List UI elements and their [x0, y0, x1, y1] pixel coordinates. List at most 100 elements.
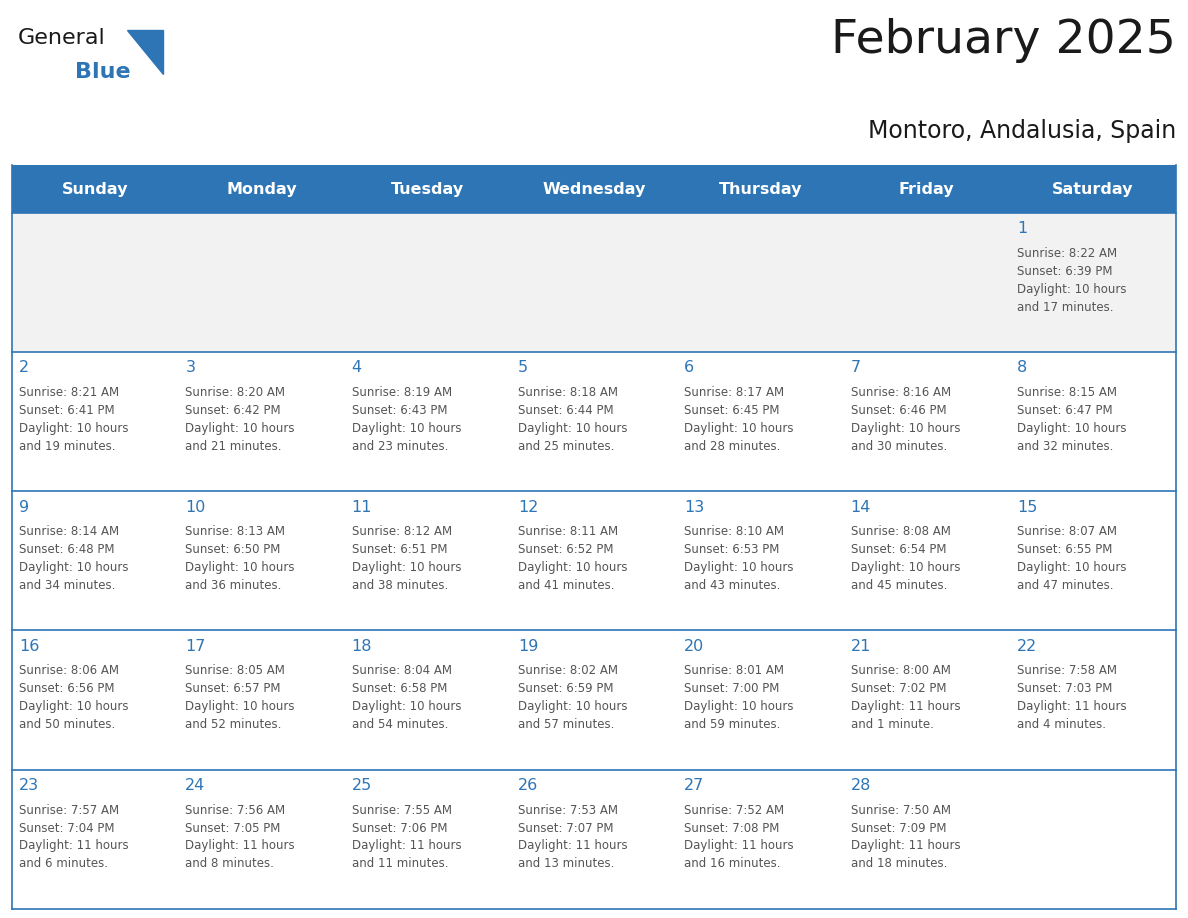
Text: Daylight: 10 hours: Daylight: 10 hours: [1017, 561, 1126, 574]
Text: Sunrise: 8:14 AM: Sunrise: 8:14 AM: [19, 525, 119, 538]
Text: and 17 minutes.: and 17 minutes.: [1017, 301, 1113, 314]
Text: and 23 minutes.: and 23 minutes.: [352, 440, 448, 453]
Text: Sunset: 7:05 PM: Sunset: 7:05 PM: [185, 822, 280, 834]
Text: 7: 7: [851, 361, 861, 375]
Text: 2: 2: [19, 361, 30, 375]
Text: and 25 minutes.: and 25 minutes.: [518, 440, 614, 453]
Text: Sunset: 7:07 PM: Sunset: 7:07 PM: [518, 822, 613, 834]
Text: Daylight: 10 hours: Daylight: 10 hours: [352, 561, 461, 574]
Text: Daylight: 11 hours: Daylight: 11 hours: [185, 839, 295, 853]
Text: 10: 10: [185, 499, 206, 515]
Text: 13: 13: [684, 499, 704, 515]
Text: Daylight: 11 hours: Daylight: 11 hours: [851, 700, 960, 713]
Text: 14: 14: [851, 499, 871, 515]
Text: Sunset: 6:43 PM: Sunset: 6:43 PM: [352, 404, 447, 417]
Text: 3: 3: [185, 361, 195, 375]
Text: Sunrise: 8:11 AM: Sunrise: 8:11 AM: [518, 525, 618, 538]
Text: Sunset: 6:55 PM: Sunset: 6:55 PM: [1017, 543, 1112, 556]
Text: Sunset: 7:08 PM: Sunset: 7:08 PM: [684, 822, 779, 834]
Text: 6: 6: [684, 361, 695, 375]
Text: Sunset: 6:46 PM: Sunset: 6:46 PM: [851, 404, 946, 417]
Text: Sunrise: 8:04 AM: Sunrise: 8:04 AM: [352, 665, 451, 677]
Text: Sunrise: 8:21 AM: Sunrise: 8:21 AM: [19, 386, 119, 399]
Text: Sunset: 6:50 PM: Sunset: 6:50 PM: [185, 543, 280, 556]
Text: Daylight: 10 hours: Daylight: 10 hours: [19, 700, 128, 713]
Text: and 32 minutes.: and 32 minutes.: [1017, 440, 1113, 453]
Text: Sunrise: 8:01 AM: Sunrise: 8:01 AM: [684, 665, 784, 677]
Text: Sunrise: 8:17 AM: Sunrise: 8:17 AM: [684, 386, 784, 399]
Text: 19: 19: [518, 639, 538, 654]
Text: Sunrise: 8:00 AM: Sunrise: 8:00 AM: [851, 665, 950, 677]
Text: Sunset: 6:58 PM: Sunset: 6:58 PM: [352, 682, 447, 695]
Text: Daylight: 10 hours: Daylight: 10 hours: [684, 700, 794, 713]
Text: and 30 minutes.: and 30 minutes.: [851, 440, 947, 453]
Text: Daylight: 11 hours: Daylight: 11 hours: [352, 839, 461, 853]
Text: Sunrise: 7:56 AM: Sunrise: 7:56 AM: [185, 803, 285, 817]
Text: Sunset: 6:51 PM: Sunset: 6:51 PM: [352, 543, 447, 556]
Text: Sunset: 6:44 PM: Sunset: 6:44 PM: [518, 404, 613, 417]
Text: 9: 9: [19, 499, 30, 515]
Text: and 36 minutes.: and 36 minutes.: [185, 579, 282, 592]
Text: and 41 minutes.: and 41 minutes.: [518, 579, 614, 592]
Text: and 18 minutes.: and 18 minutes.: [851, 857, 947, 870]
Text: Daylight: 10 hours: Daylight: 10 hours: [185, 700, 295, 713]
Text: 5: 5: [518, 361, 529, 375]
Text: Daylight: 10 hours: Daylight: 10 hours: [851, 422, 960, 435]
Text: Daylight: 10 hours: Daylight: 10 hours: [518, 700, 627, 713]
Text: Blue: Blue: [75, 62, 131, 83]
Text: 22: 22: [1017, 639, 1037, 654]
Text: 17: 17: [185, 639, 206, 654]
Text: Sunset: 6:47 PM: Sunset: 6:47 PM: [1017, 404, 1112, 417]
Text: 25: 25: [352, 778, 372, 793]
Text: and 47 minutes.: and 47 minutes.: [1017, 579, 1113, 592]
Bar: [12, 353, 1176, 491]
Text: Sunrise: 8:18 AM: Sunrise: 8:18 AM: [518, 386, 618, 399]
Text: and 52 minutes.: and 52 minutes.: [185, 718, 282, 731]
Text: Daylight: 10 hours: Daylight: 10 hours: [518, 422, 627, 435]
Text: Daylight: 11 hours: Daylight: 11 hours: [1017, 700, 1126, 713]
Text: 28: 28: [851, 778, 871, 793]
Text: 11: 11: [352, 499, 372, 515]
Text: and 28 minutes.: and 28 minutes.: [684, 440, 781, 453]
Text: Sunrise: 8:22 AM: Sunrise: 8:22 AM: [1017, 247, 1117, 260]
Text: Sunrise: 8:05 AM: Sunrise: 8:05 AM: [185, 665, 285, 677]
Text: Daylight: 10 hours: Daylight: 10 hours: [19, 561, 128, 574]
Bar: [12, 631, 1176, 769]
Text: Sunrise: 8:07 AM: Sunrise: 8:07 AM: [1017, 525, 1117, 538]
Text: Sunset: 7:04 PM: Sunset: 7:04 PM: [19, 822, 114, 834]
Text: Saturday: Saturday: [1053, 182, 1133, 196]
Text: 26: 26: [518, 778, 538, 793]
Text: Tuesday: Tuesday: [391, 182, 465, 196]
Text: Daylight: 10 hours: Daylight: 10 hours: [185, 561, 295, 574]
Text: and 4 minutes.: and 4 minutes.: [1017, 718, 1106, 731]
Text: Sunrise: 8:19 AM: Sunrise: 8:19 AM: [352, 386, 451, 399]
Text: Daylight: 10 hours: Daylight: 10 hours: [518, 561, 627, 574]
Text: Daylight: 10 hours: Daylight: 10 hours: [19, 422, 128, 435]
Text: 15: 15: [1017, 499, 1037, 515]
Text: Sunday: Sunday: [62, 182, 128, 196]
Text: Sunset: 7:09 PM: Sunset: 7:09 PM: [851, 822, 946, 834]
Text: Daylight: 10 hours: Daylight: 10 hours: [684, 561, 794, 574]
Text: Monday: Monday: [226, 182, 297, 196]
Text: Sunset: 6:54 PM: Sunset: 6:54 PM: [851, 543, 946, 556]
Text: Sunrise: 7:58 AM: Sunrise: 7:58 AM: [1017, 665, 1117, 677]
Text: 8: 8: [1017, 361, 1028, 375]
Text: 4: 4: [352, 361, 362, 375]
Text: Daylight: 11 hours: Daylight: 11 hours: [518, 839, 627, 853]
Text: Sunrise: 8:10 AM: Sunrise: 8:10 AM: [684, 525, 784, 538]
Text: Sunset: 6:48 PM: Sunset: 6:48 PM: [19, 543, 114, 556]
Text: and 34 minutes.: and 34 minutes.: [19, 579, 115, 592]
Text: Sunset: 7:03 PM: Sunset: 7:03 PM: [1017, 682, 1112, 695]
Text: and 8 minutes.: and 8 minutes.: [185, 857, 274, 870]
Text: Sunset: 6:52 PM: Sunset: 6:52 PM: [518, 543, 613, 556]
Text: Daylight: 11 hours: Daylight: 11 hours: [684, 839, 794, 853]
Text: and 21 minutes.: and 21 minutes.: [185, 440, 282, 453]
Text: Wednesday: Wednesday: [542, 182, 646, 196]
Text: 21: 21: [851, 639, 871, 654]
Text: Sunrise: 7:55 AM: Sunrise: 7:55 AM: [352, 803, 451, 817]
Text: 24: 24: [185, 778, 206, 793]
Text: 23: 23: [19, 778, 39, 793]
Text: Daylight: 10 hours: Daylight: 10 hours: [1017, 283, 1126, 296]
Text: Sunset: 6:39 PM: Sunset: 6:39 PM: [1017, 264, 1112, 278]
Text: Sunrise: 8:13 AM: Sunrise: 8:13 AM: [185, 525, 285, 538]
